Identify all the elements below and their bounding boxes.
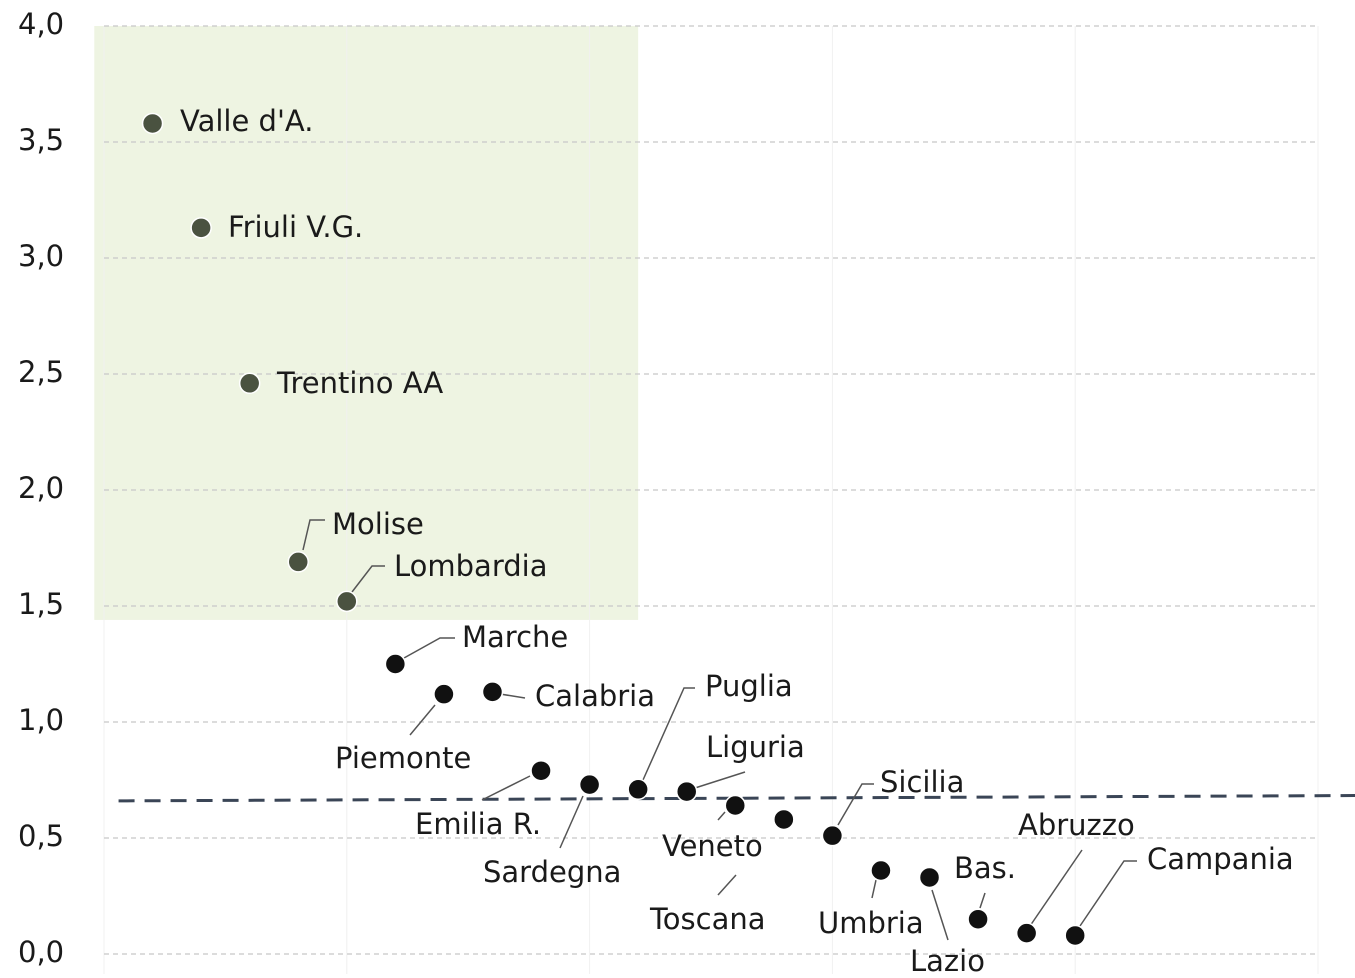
point <box>238 372 261 395</box>
point-label: Puglia <box>705 669 793 703</box>
point-label: Marche <box>462 620 568 654</box>
leader-line <box>837 783 874 826</box>
y-tick-label: 1,5 <box>18 587 64 621</box>
y-tick-label: 3,0 <box>18 239 64 273</box>
point-label: Lombardia <box>394 549 547 583</box>
point <box>967 908 989 930</box>
point <box>384 653 407 675</box>
leader-line <box>717 874 737 896</box>
y-tick-label: 1,0 <box>18 703 64 737</box>
point-label: Lazio <box>910 944 985 978</box>
leader-line <box>931 889 949 941</box>
point <box>870 859 892 882</box>
point <box>821 824 844 847</box>
point-label: Umbria <box>818 906 924 940</box>
point-label: Abruzzo <box>1018 808 1135 842</box>
point <box>1064 924 1086 947</box>
leader-line <box>481 775 531 801</box>
point-label: Veneto <box>662 829 763 863</box>
point-label: Valle d'A. <box>180 104 313 138</box>
leader-line <box>409 704 436 736</box>
point <box>578 773 601 796</box>
leader-line <box>302 519 325 551</box>
point <box>773 808 795 831</box>
y-tick-label: 0,0 <box>18 935 64 969</box>
point-label: Toscana <box>649 902 766 936</box>
leader-line <box>717 811 726 821</box>
point <box>481 681 504 703</box>
point-label: Sicilia <box>880 765 964 799</box>
leader-line <box>694 771 746 789</box>
point-label: Calabria <box>535 679 655 713</box>
point <box>530 759 552 782</box>
leader-line <box>499 693 526 699</box>
y-tick-label: 4,0 <box>18 7 64 41</box>
leader-line <box>979 892 986 909</box>
leader-line <box>871 879 877 899</box>
point-label: Sardegna <box>483 855 621 889</box>
point <box>918 866 941 889</box>
y-tick-label: 3,5 <box>18 123 64 157</box>
point <box>627 778 649 801</box>
highlight-area <box>94 26 639 620</box>
leader-line <box>1029 849 1083 927</box>
point-label: Campania <box>1147 842 1294 876</box>
point-label: Molise <box>332 507 424 541</box>
point-label: Liguria <box>706 730 805 764</box>
point <box>190 217 212 239</box>
point-label: Friuli V.G. <box>228 210 363 244</box>
point <box>1015 922 1038 944</box>
point <box>433 683 455 705</box>
leader-line <box>559 795 584 849</box>
point <box>287 551 309 573</box>
point-label: Piemonte <box>335 741 471 775</box>
point-label: Emilia R. <box>415 807 541 841</box>
y-tick-label: 0,5 <box>18 819 64 853</box>
leader-line <box>642 687 695 781</box>
y-tick-label: 2,5 <box>18 355 64 389</box>
point <box>724 794 747 817</box>
point <box>141 112 164 135</box>
y-tick-label: 2,0 <box>18 471 64 505</box>
point-label: Bas. <box>954 851 1016 885</box>
leader-line <box>351 565 385 593</box>
leader-line <box>403 637 455 659</box>
point-label: Trentino AA <box>276 366 443 400</box>
point <box>336 590 358 613</box>
point <box>675 780 698 803</box>
leader-line <box>1079 860 1137 927</box>
